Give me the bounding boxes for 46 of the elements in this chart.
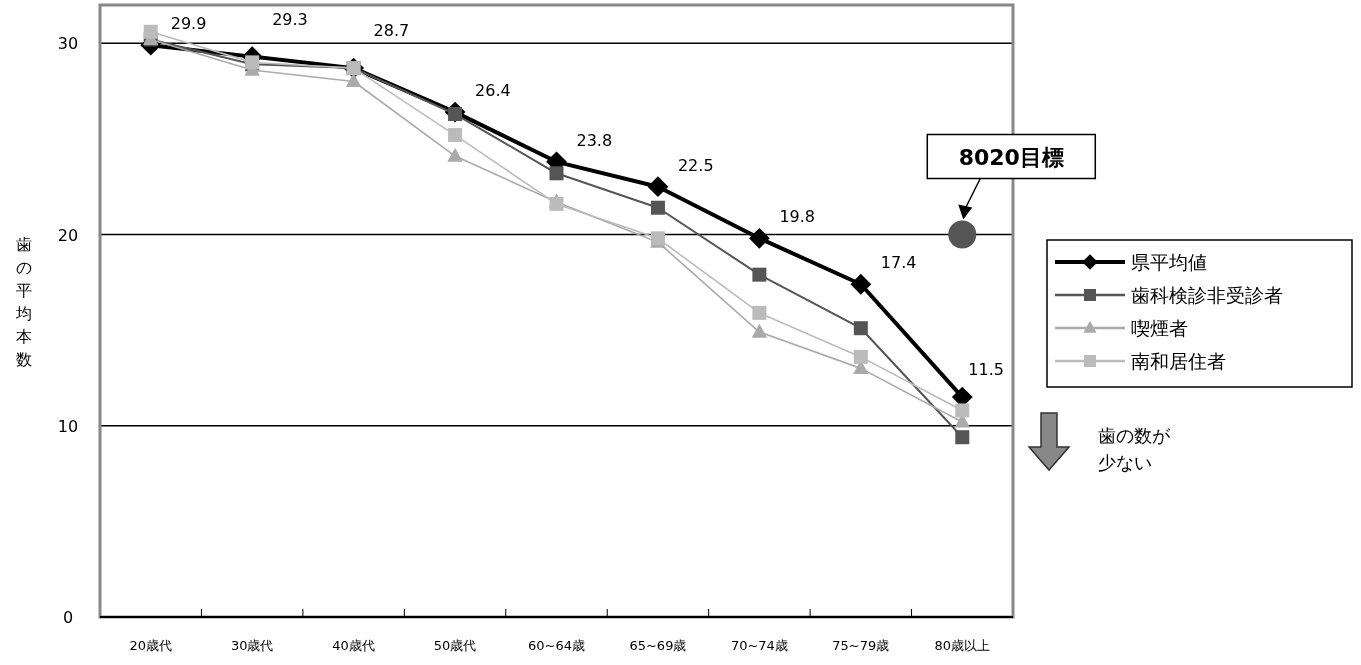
point xyxy=(549,166,564,181)
point xyxy=(955,403,970,418)
data-label: 26.4 xyxy=(475,81,511,101)
x-tick-label: 50歳代 xyxy=(433,638,477,653)
point xyxy=(448,128,463,143)
x-tick-label: 60~64歳 xyxy=(528,638,585,653)
data-label: 23.8 xyxy=(576,130,613,150)
text: 歯の数が xyxy=(1098,425,1171,446)
point xyxy=(748,227,770,249)
x-tick-label: 20歳代 xyxy=(129,638,172,653)
point xyxy=(853,349,868,364)
legend-label: 南和居住者 xyxy=(1131,350,1226,372)
point xyxy=(345,73,362,88)
legend-label: 喫煙者 xyxy=(1131,317,1188,339)
data-label: 29.3 xyxy=(272,9,308,29)
annotation: 8020目標 xyxy=(958,144,1064,170)
data-label: 11.5 xyxy=(968,360,1004,380)
point xyxy=(647,176,669,198)
y-tick-label: 30 xyxy=(57,34,79,54)
point xyxy=(447,147,463,162)
y-tick-label: 20 xyxy=(57,225,79,245)
legend-label: 歯科検診非受診者 xyxy=(1131,284,1283,306)
legend-label: 県平均値 xyxy=(1131,251,1207,273)
point xyxy=(650,200,665,215)
point xyxy=(955,430,970,445)
y-tick-label: 10 xyxy=(57,416,79,436)
point xyxy=(143,24,158,39)
data-label: 22.5 xyxy=(677,155,714,175)
data-label: 19.8 xyxy=(779,207,816,227)
y-tick-label: 0 xyxy=(62,608,74,627)
point xyxy=(850,273,872,295)
text: 少ない xyxy=(1098,452,1152,473)
x-tick-label: 30歳代 xyxy=(230,638,274,653)
data-label: 17.4 xyxy=(880,253,917,273)
point xyxy=(853,321,868,336)
y-axis-title: 歯の平均本数 xyxy=(15,235,32,369)
x-tick-label: 80歳以上 xyxy=(934,638,991,653)
x-tick-label: 70~74歳 xyxy=(730,638,788,653)
point xyxy=(752,305,767,320)
x-tick-label: 40歳代 xyxy=(332,638,375,653)
x-tick-label: 65~69歳 xyxy=(629,638,687,653)
data-label: 28.7 xyxy=(373,21,410,41)
x-tick-label: 75~79歳 xyxy=(832,638,890,653)
point xyxy=(752,267,767,282)
point xyxy=(751,323,768,338)
data-label: 29.9 xyxy=(170,14,207,34)
